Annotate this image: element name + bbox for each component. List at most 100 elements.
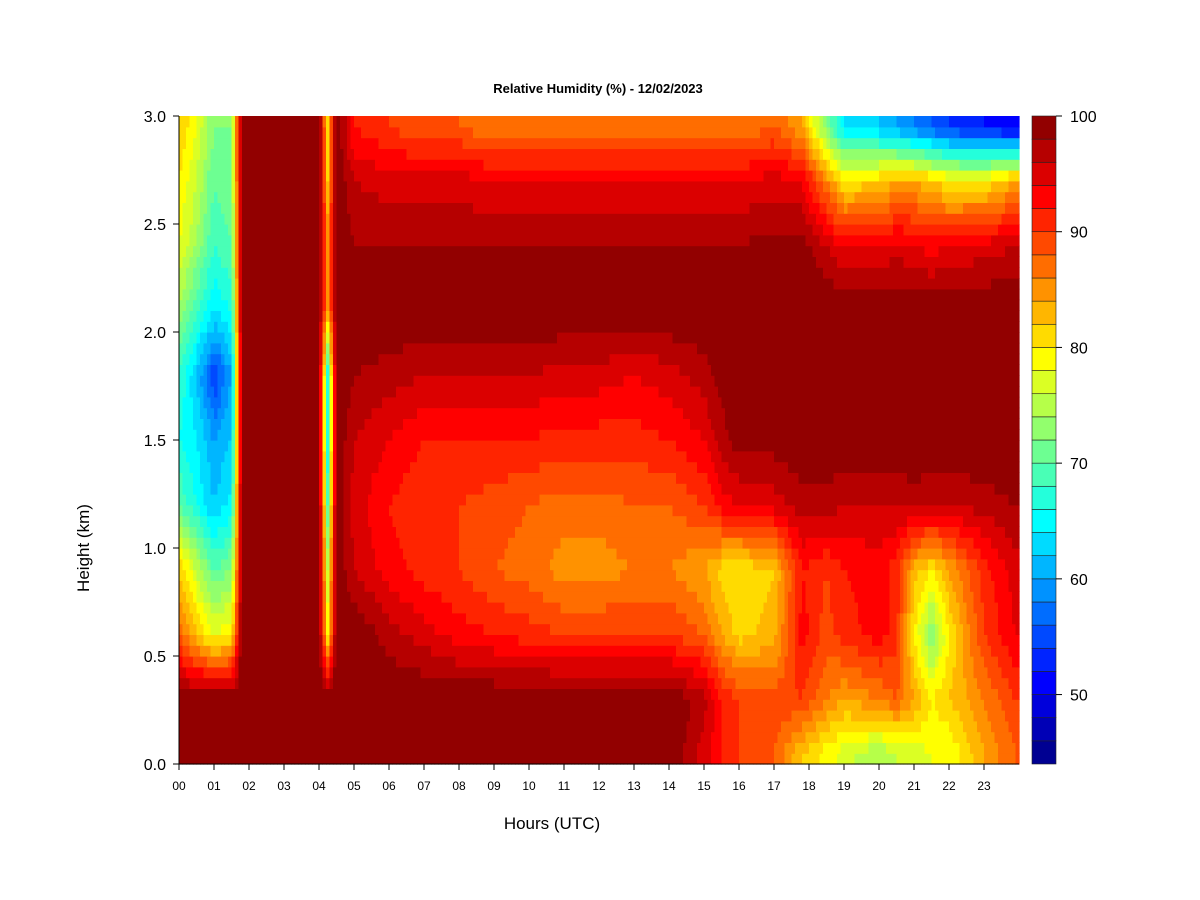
heatmap-cell — [238, 504, 243, 517]
heatmap-cell — [301, 494, 306, 506]
heatmap-cell — [270, 224, 275, 236]
heatmap-cell — [284, 126, 289, 139]
heatmap-cell — [221, 234, 226, 247]
heatmap-cell — [459, 720, 464, 733]
heatmap-cell — [329, 731, 334, 743]
heatmap-cell — [301, 213, 306, 225]
heatmap-cell — [375, 148, 380, 160]
heatmap-cell — [438, 170, 443, 182]
heatmap-cell — [420, 332, 425, 344]
heatmap-cell — [186, 753, 191, 765]
heatmap-cell — [417, 364, 422, 376]
heatmap-cell — [382, 677, 387, 689]
heatmap-cell — [399, 483, 404, 495]
heatmap-cell — [214, 364, 219, 376]
heatmap-cell — [438, 148, 443, 160]
heatmap-cell — [263, 677, 268, 689]
heatmap-cell — [291, 688, 296, 700]
heatmap-cell — [368, 440, 373, 452]
heatmap-cell — [200, 321, 205, 333]
heatmap-cell — [280, 342, 285, 355]
heatmap-cell — [196, 278, 201, 290]
heatmap-cell — [329, 202, 334, 214]
heatmap-cell — [392, 407, 397, 419]
heatmap-cell — [406, 310, 411, 322]
heatmap-cell — [315, 602, 320, 614]
heatmap-cell — [256, 504, 261, 517]
heatmap-cell — [326, 537, 331, 549]
heatmap-cell — [448, 224, 453, 236]
heatmap-cell — [431, 688, 436, 700]
heatmap-cell — [326, 612, 331, 625]
heatmap-cell — [427, 418, 432, 430]
heatmap-cell — [382, 407, 387, 419]
heatmap-cell — [462, 440, 467, 452]
heatmap-cell — [224, 299, 229, 311]
heatmap-cell — [270, 494, 275, 506]
heatmap-cell — [263, 191, 268, 203]
heatmap-cell — [319, 418, 324, 430]
heatmap-cell — [326, 191, 331, 203]
heatmap-cell — [186, 180, 191, 193]
heatmap-cell — [336, 342, 341, 355]
heatmap-cell — [382, 634, 387, 646]
heatmap-cell — [434, 515, 439, 527]
heatmap-cell — [196, 256, 201, 268]
heatmap-cell — [277, 267, 282, 279]
heatmap-cell — [196, 612, 201, 625]
heatmap-cell — [448, 548, 453, 560]
heatmap-cell — [221, 666, 226, 679]
heatmap-cell — [448, 461, 453, 473]
heatmap-cell — [438, 224, 443, 236]
heatmap-cell — [238, 299, 243, 311]
heatmap-cell — [186, 504, 191, 517]
heatmap-cell — [305, 396, 310, 409]
heatmap-cell — [277, 591, 282, 603]
heatmap-cell — [182, 202, 187, 214]
heatmap-cell — [368, 515, 373, 527]
heatmap-cell — [354, 461, 359, 473]
heatmap-cell — [305, 461, 310, 473]
heatmap-cell — [305, 515, 310, 527]
heatmap-cell — [315, 440, 320, 452]
heatmap-cell — [231, 472, 236, 484]
heatmap-cell — [259, 288, 264, 301]
heatmap-cell — [438, 126, 443, 139]
heatmap-cell — [182, 407, 187, 419]
heatmap-cell — [238, 548, 243, 560]
heatmap-cell — [315, 245, 320, 257]
heatmap-cell — [413, 504, 418, 517]
heatmap-cell — [252, 753, 257, 765]
heatmap-cell — [427, 645, 432, 657]
heatmap-cell — [368, 256, 373, 268]
heatmap-cell — [287, 472, 292, 484]
heatmap-cell — [455, 494, 460, 506]
heatmap-cell — [364, 310, 369, 322]
heatmap-cell — [389, 407, 394, 419]
heatmap-cell — [441, 753, 446, 765]
heatmap-cell — [242, 472, 247, 484]
heatmap-cell — [389, 483, 394, 495]
heatmap-cell — [399, 321, 404, 333]
heatmap-cell — [210, 623, 215, 635]
heatmap-cell — [217, 623, 222, 635]
heatmap-cell — [245, 569, 250, 581]
heatmap-cell — [179, 710, 184, 722]
heatmap-cell — [326, 213, 331, 225]
heatmap-cell — [203, 548, 208, 560]
heatmap-cell — [371, 245, 376, 257]
heatmap-cell — [455, 396, 460, 409]
heatmap-cell — [452, 126, 457, 139]
heatmap-cell — [189, 213, 194, 225]
heatmap-cell — [459, 224, 464, 236]
heatmap-cell — [287, 180, 292, 193]
heatmap-cell — [333, 396, 338, 409]
heatmap-cell — [207, 299, 212, 311]
heatmap-cell — [431, 321, 436, 333]
heatmap-cell — [368, 429, 373, 441]
heatmap-cell — [273, 569, 278, 581]
heatmap-cell — [256, 375, 261, 387]
heatmap-cell — [354, 472, 359, 484]
heatmap-cell — [326, 364, 331, 376]
heatmap-cell — [350, 126, 355, 139]
